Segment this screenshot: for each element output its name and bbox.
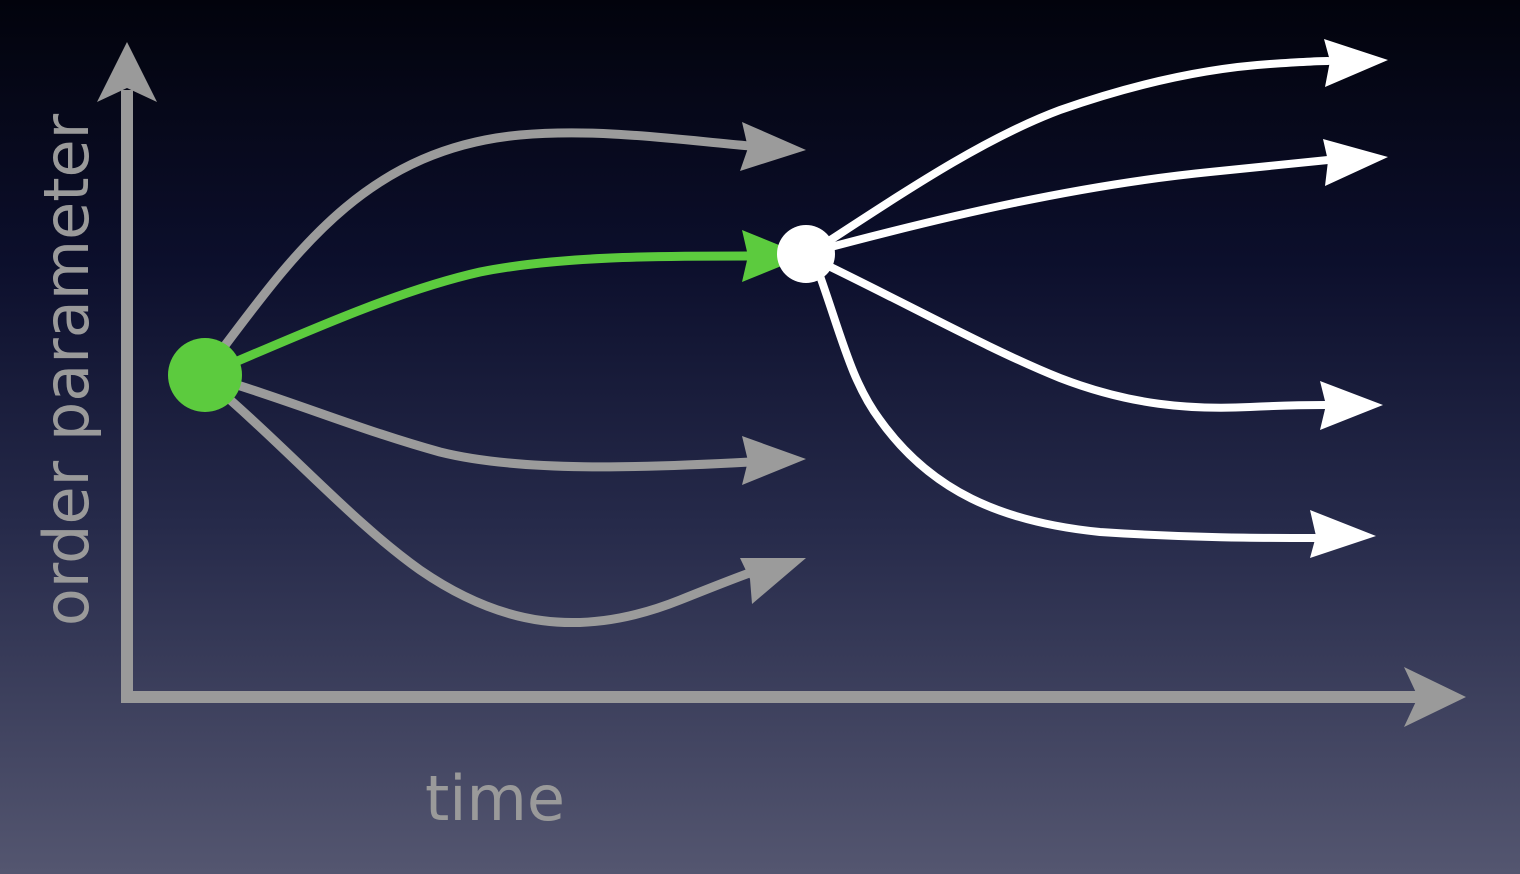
white-trajectories [808,39,1388,558]
green-trajectory [200,251,753,380]
axes [97,42,1466,727]
x-axis-arrowhead [1404,667,1466,727]
white-arrowhead-1 [1324,39,1388,87]
white-trajectory-2 [808,156,1332,256]
x-axis-label: time [425,762,565,835]
white-trajectory-1 [808,57,1332,256]
gray-arrowhead-lower [740,558,806,604]
gray-trajectory-upper [200,128,755,377]
start-node [168,338,242,412]
white-arrowhead-3 [1320,381,1383,430]
branch-node [777,225,835,283]
gray-trajectory-lower [200,373,760,627]
white-arrowhead-2 [1323,139,1388,186]
y-axis-label: order parameter [30,113,103,626]
y-axis-arrowhead [97,42,157,102]
highlighted-trajectory [200,230,806,380]
gray-arrowhead-upper [740,122,806,171]
white-arrowhead-4 [1310,510,1376,558]
gray-trajectory-middle [200,370,755,472]
white-trajectory-4 [811,258,1319,542]
white-trajectory-3 [808,254,1329,412]
green-arrowhead [742,230,806,282]
gray-arrowhead-middle [742,436,806,485]
gray-trajectories [200,122,806,627]
